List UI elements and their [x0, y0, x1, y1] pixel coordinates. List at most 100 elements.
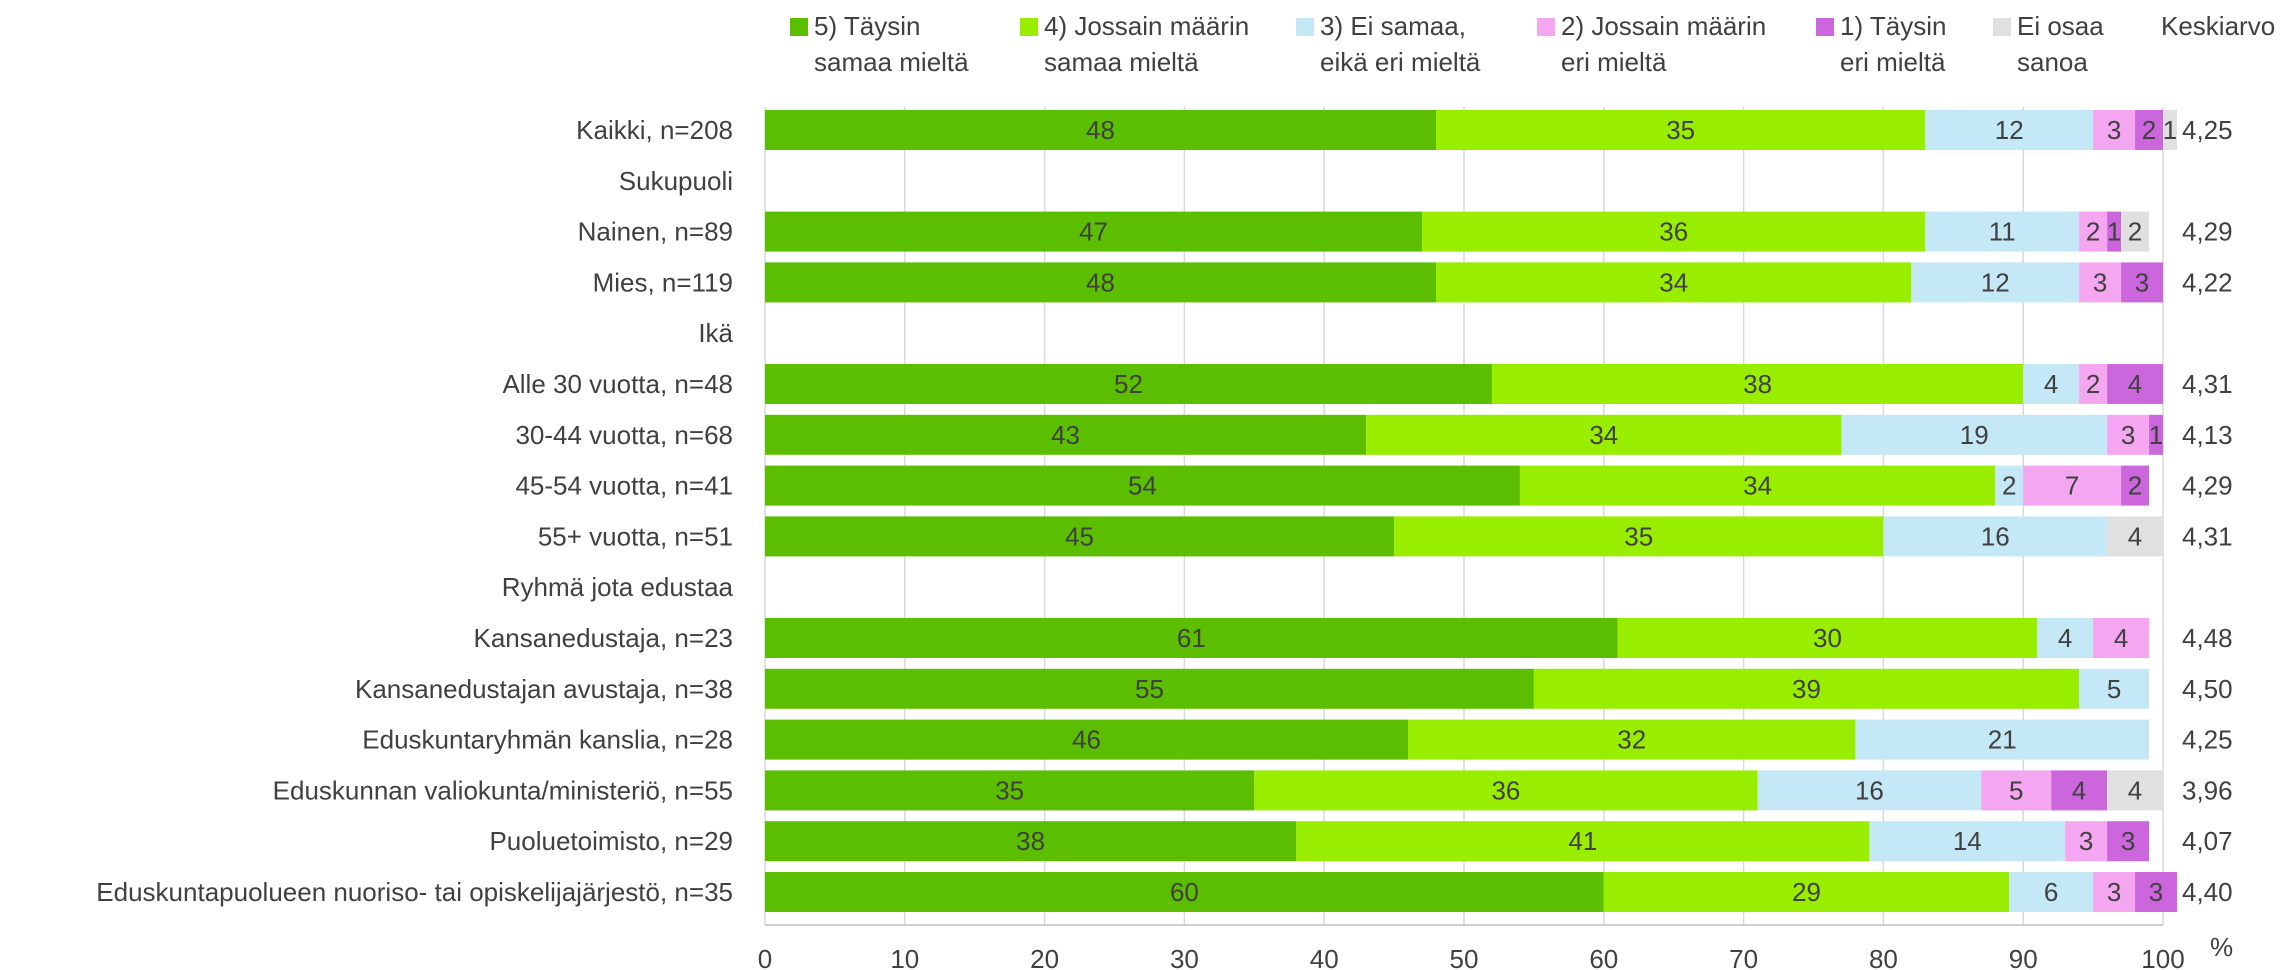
data-label: 5 [2107, 674, 2121, 704]
data-label: 6 [2044, 877, 2058, 907]
data-label: 30 [1813, 623, 1842, 653]
bar-segment [1841, 414, 2108, 455]
bar-segment [1491, 364, 2024, 404]
data-label: 32 [1617, 725, 1646, 755]
x-tick-label: 30 [1170, 944, 1199, 970]
bar-segment [2093, 618, 2150, 658]
chart-legend: 5) Täysin samaa mieltä 4) Jossain määrin… [0, 8, 2292, 88]
bar-segment [1394, 516, 1884, 557]
bar-segment [2135, 110, 2163, 150]
bar-segment [1995, 465, 2024, 506]
bar-segment [2023, 465, 2122, 506]
x-tick-label: 60 [1589, 944, 1618, 970]
bar-segment [1981, 770, 2052, 811]
bar-segment [2121, 262, 2163, 303]
average-value: 4,40 [2182, 877, 2233, 907]
average-column-header: Keskiarvo [2161, 11, 2276, 41]
data-label: 35 [1666, 115, 1695, 145]
category-label: Nainen, n=89 [578, 217, 733, 247]
data-label: 35 [1624, 521, 1653, 551]
category-label: 30-44 vuotta, n=68 [515, 420, 733, 450]
category-label: Eduskunnan valiokunta/ministeriö, n=55 [273, 775, 733, 805]
bar-segment [2107, 414, 2150, 455]
bar-segment [2107, 770, 2163, 811]
group-header-label: Sukupuoli [619, 166, 733, 196]
category-label: Puoluetoimisto, n=29 [489, 826, 733, 856]
bar-segment [2107, 211, 2122, 252]
data-label: 3 [2093, 267, 2107, 297]
legend-swatch [790, 18, 808, 36]
legend-item-cannot-say: Ei osaa sanoa [1993, 8, 2104, 80]
average-value: 4,25 [2182, 725, 2233, 755]
data-label: 1 [2163, 115, 2177, 145]
data-label: 35 [995, 775, 1024, 805]
bar-segment [1925, 110, 2094, 150]
data-label: 16 [1855, 775, 1884, 805]
bar-segment [765, 618, 1618, 658]
legend-swatch [1296, 18, 1314, 36]
data-label: 38 [1016, 826, 1045, 856]
bar-segment [2079, 211, 2108, 252]
bar-segment [1296, 821, 1870, 862]
bar-segment [2093, 110, 2136, 150]
data-label: 3 [2107, 115, 2121, 145]
bar-segment [2037, 618, 2094, 658]
data-label: 41 [1568, 826, 1597, 856]
data-label: 47 [1079, 217, 1108, 247]
average-value: 4,13 [2182, 420, 2233, 450]
average-value: 4,29 [2182, 471, 2233, 501]
bar-segment [765, 414, 1367, 455]
data-label: 43 [1051, 420, 1080, 450]
category-label: Eduskuntaryhmän kanslia, n=28 [362, 725, 733, 755]
x-axis-unit: % [2210, 932, 2234, 962]
bar-segment [1603, 872, 2010, 912]
legend-swatch [1020, 18, 1038, 36]
bar-segment [2023, 364, 2080, 404]
data-label: 38 [1743, 369, 1772, 399]
bar-segment [765, 364, 1492, 404]
bar-segment [765, 872, 1604, 912]
data-label: 19 [1960, 420, 1989, 450]
bar-segment [1408, 719, 1856, 760]
data-label: 4 [2072, 775, 2086, 805]
average-value: 4,31 [2182, 521, 2233, 551]
data-label: 4 [2058, 623, 2072, 653]
average-value: 4,25 [2182, 115, 2233, 145]
legend-label: Ei osaa sanoa [2017, 11, 2104, 77]
legend-item-somewhat-disagree: 2) Jossain määrin eri mieltä [1537, 8, 1766, 80]
x-tick-label: 80 [1869, 944, 1898, 970]
bar-segment [2163, 110, 2177, 150]
data-label: 11 [1989, 217, 2016, 247]
bar-segment [765, 110, 1437, 150]
group-header-label: Ikä [698, 318, 733, 348]
bar-segment [765, 821, 1297, 862]
bar-segment [2135, 872, 2177, 912]
x-tick-label: 90 [2009, 944, 2038, 970]
bar-segment [1533, 668, 2080, 709]
bar-segment [1925, 211, 2080, 252]
category-label: Kansanedustajan avustaja, n=38 [355, 674, 733, 704]
x-tick-label: 20 [1030, 944, 1059, 970]
bar-segment [1911, 262, 2080, 303]
legend-item-somewhat-agree: 4) Jossain määrin samaa mieltä [1020, 8, 1249, 80]
bar-segment [2079, 262, 2122, 303]
bar-segment [2107, 821, 2150, 862]
data-label: 2 [2128, 471, 2142, 501]
data-label: 61 [1177, 623, 1206, 653]
data-label: 1 [2149, 420, 2163, 450]
bar-segment [2149, 414, 2163, 455]
bar-segment [1436, 110, 1926, 150]
bar-segment [2121, 465, 2150, 506]
bar-segment [1883, 516, 2108, 557]
bar-segment [765, 211, 1423, 252]
bar-segment [765, 668, 1534, 709]
legend-label: 1) Täysin eri mieltä [1840, 11, 1947, 77]
data-label: 34 [1743, 471, 1772, 501]
category-label: 55+ vuotta, n=51 [538, 521, 733, 551]
average-value: 4,31 [2182, 369, 2233, 399]
data-label: 4 [2044, 369, 2058, 399]
category-label: Kansanedustaja, n=23 [474, 623, 734, 653]
data-label: 4 [2114, 623, 2128, 653]
bar-segment [2107, 516, 2163, 557]
